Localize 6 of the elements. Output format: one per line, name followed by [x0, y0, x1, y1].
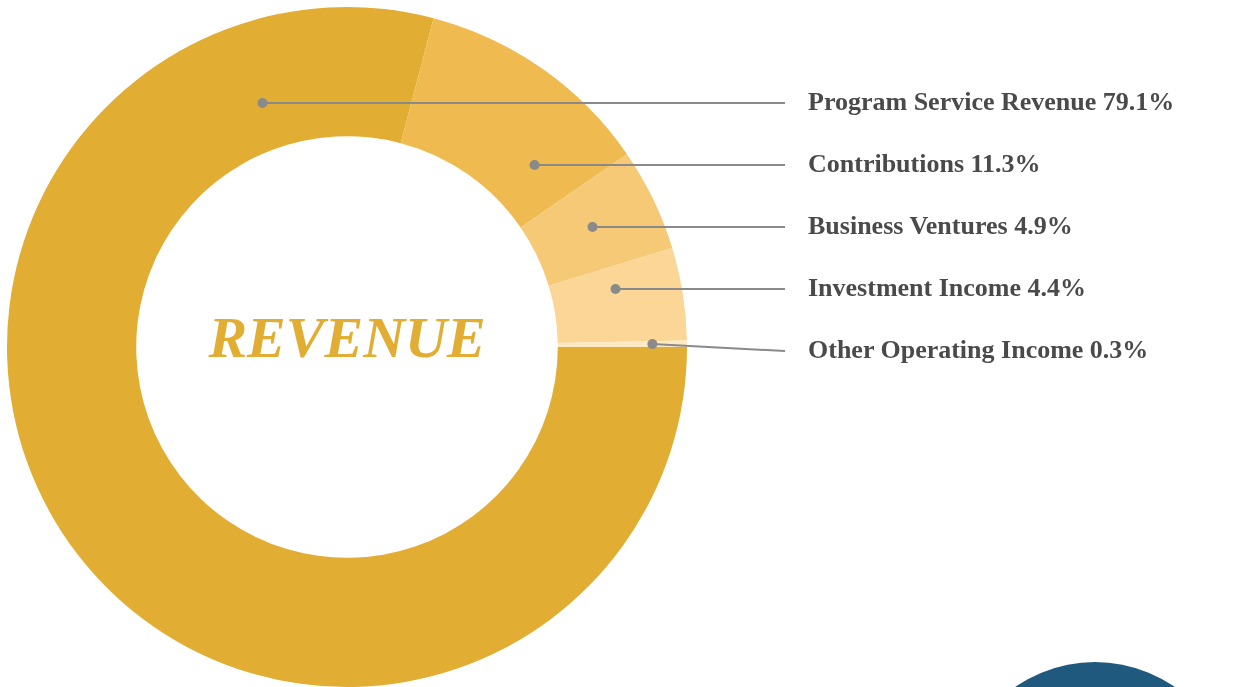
slice-label: Business Ventures 4.9% — [808, 210, 1073, 240]
slice-label: Contributions 11.3% — [808, 148, 1041, 178]
slice-label: Program Service Revenue 79.1% — [808, 86, 1175, 116]
slice-label: Investment Income 4.4% — [808, 272, 1087, 302]
slice-label: Other Operating Income 0.3% — [808, 334, 1149, 364]
text: REVENUE — [207, 304, 486, 370]
